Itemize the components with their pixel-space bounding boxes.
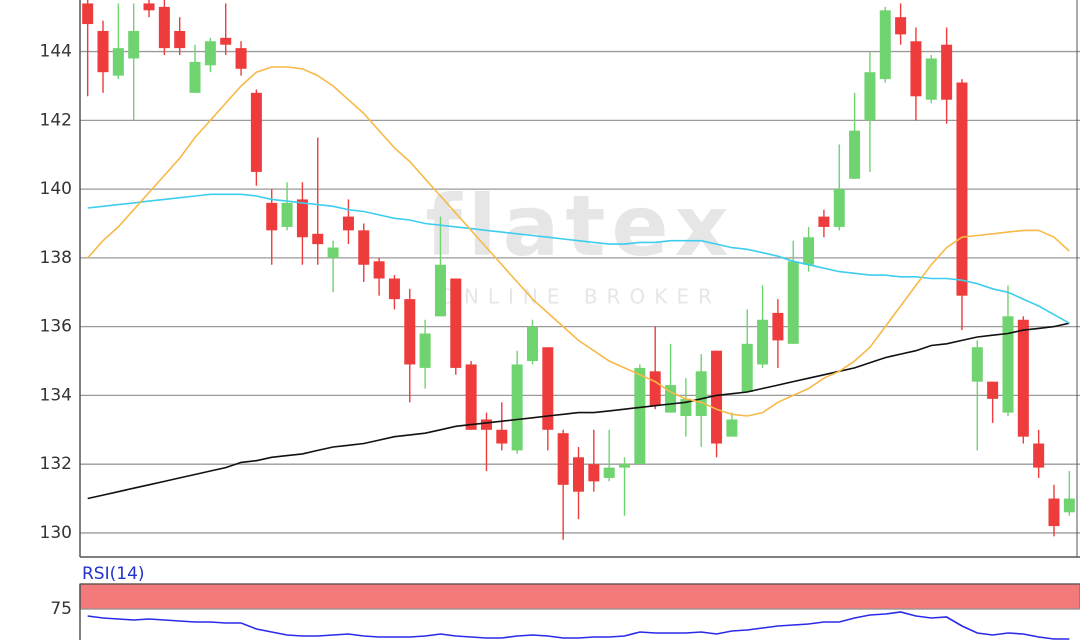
- y-tick-label: 142: [40, 110, 72, 130]
- line-series: [87, 611, 1070, 640]
- candle-body: [772, 312, 784, 341]
- candle-body: [419, 333, 431, 368]
- candle-body: [757, 319, 769, 365]
- candle-body: [787, 261, 799, 344]
- y-tick-label: 134: [40, 385, 72, 405]
- line-series: [87, 322, 1070, 500]
- candle-body: [496, 429, 508, 444]
- candle-body: [511, 364, 523, 451]
- candle-body: [971, 347, 983, 382]
- candle-body: [1033, 443, 1045, 468]
- candle-body: [480, 419, 492, 430]
- candle-body: [174, 30, 186, 49]
- y-tick-label: 138: [40, 248, 72, 268]
- candle-body: [250, 92, 262, 172]
- y-tick-label: 132: [40, 454, 72, 474]
- candle-body: [388, 278, 400, 300]
- candle-body: [573, 457, 584, 492]
- candle-body: [204, 41, 216, 66]
- candle-body: [373, 261, 385, 279]
- candle-body: [112, 48, 124, 76]
- line-series: [87, 193, 1070, 324]
- candle-body: [603, 467, 615, 478]
- watermark-logo: flatex: [425, 177, 734, 275]
- candle-body: [235, 48, 247, 69]
- candle-body: [281, 202, 293, 227]
- candle-body: [879, 10, 891, 80]
- candle-body: [649, 371, 661, 406]
- candles: [82, 0, 1075, 540]
- y-tick-label: 140: [40, 179, 72, 199]
- y-tick-label: 130: [40, 523, 72, 543]
- candle-body: [358, 230, 370, 265]
- candle-body: [404, 299, 416, 365]
- candle-body: [634, 367, 646, 465]
- candle-body: [941, 44, 953, 100]
- price-panel: 130 132 134 136 138 140 142 144 flatex ONLINE BRO…: [40, 0, 1080, 558]
- candle-body: [849, 130, 861, 179]
- overbought-band: [79, 583, 1080, 610]
- candle-body: [695, 371, 707, 417]
- candle-body: [987, 381, 999, 399]
- candle-body: [542, 347, 554, 430]
- watermark-tagline: ONLINE BROKER: [439, 285, 721, 309]
- candle-body: [143, 3, 155, 11]
- candle-body: [434, 264, 446, 317]
- candle-body: [450, 278, 462, 368]
- candle-body: [266, 202, 278, 231]
- candle-body: [82, 3, 94, 25]
- candle-body: [864, 72, 876, 121]
- watermark: flatex ONLINE BROKER: [425, 177, 734, 309]
- candle-body: [526, 326, 538, 362]
- y-tick-label: 75: [50, 599, 72, 619]
- y-tick-label: 136: [40, 317, 72, 337]
- line-series: [87, 66, 1070, 417]
- rsi-panel: 75 RSI(14): [50, 564, 1080, 640]
- candle-body: [1002, 316, 1014, 413]
- candle-body: [588, 464, 600, 482]
- y-tick-label: 144: [40, 42, 72, 62]
- candle-body: [665, 385, 677, 413]
- candle-body: [803, 237, 815, 265]
- candle-body: [818, 216, 830, 227]
- candle-body: [158, 6, 170, 49]
- candle-body: [327, 247, 339, 258]
- candle-body: [465, 364, 477, 430]
- candle-body: [619, 464, 631, 468]
- candle-body: [557, 433, 569, 485]
- candle-body: [312, 233, 324, 245]
- candle-body: [833, 189, 845, 227]
- candle-body: [97, 30, 109, 73]
- candle-body: [910, 41, 922, 97]
- candle-body: [189, 61, 201, 93]
- candle-body: [1017, 319, 1029, 437]
- candle-body: [1048, 498, 1060, 527]
- candle-body: [726, 419, 738, 437]
- candle-body: [342, 216, 354, 231]
- candle-body: [956, 82, 968, 296]
- candle-body: [128, 30, 140, 59]
- candle-body: [711, 350, 723, 444]
- candle-body: [895, 17, 907, 35]
- candle-body: [680, 398, 692, 417]
- rsi-title: RSI(14): [82, 564, 145, 584]
- candle-body: [1063, 498, 1075, 513]
- candle-body: [741, 343, 753, 392]
- candle-body: [296, 199, 308, 238]
- candle-body: [220, 37, 232, 45]
- candle-body: [925, 58, 937, 100]
